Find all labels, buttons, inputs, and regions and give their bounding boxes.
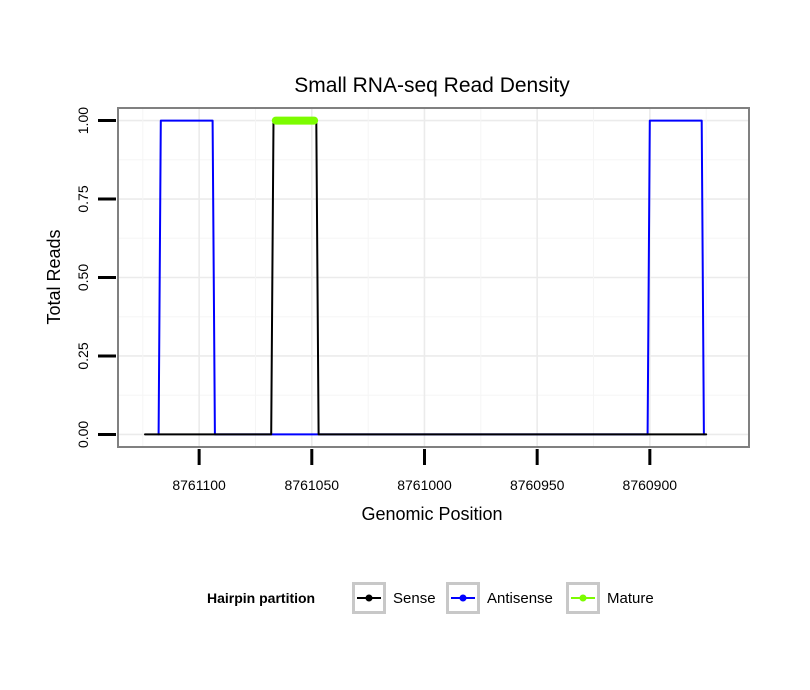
x-tick-label: 8760900 — [623, 477, 678, 493]
y-tick-label: 0.75 — [75, 185, 91, 212]
legend-label: Antisense — [487, 590, 553, 607]
plot-border — [117, 107, 750, 448]
y-tick-label: 0.00 — [75, 421, 91, 448]
x-tick-label: 8761100 — [172, 477, 226, 493]
x-tick-label: 8760950 — [510, 477, 565, 493]
legend-item-antisense: Antisense — [446, 582, 553, 614]
chart-title: Small RNA-seq Read Density — [294, 74, 570, 97]
x-axis-label: Genomic Position — [361, 504, 502, 524]
grid — [118, 108, 749, 447]
legend-label: Mature — [607, 590, 654, 607]
y-tick-label: 1.00 — [75, 107, 91, 134]
y-tick-label: 0.25 — [75, 342, 91, 369]
legend-label: Sense — [393, 590, 436, 607]
x-tick-label: 8761000 — [397, 477, 452, 493]
legend-title: Hairpin partition — [207, 590, 315, 606]
legend: Hairpin partition Sense Antisense Mature — [207, 582, 654, 614]
legend-key-point — [459, 594, 467, 602]
legend-key-point — [365, 594, 373, 602]
axes: 0.00 0.25 0.50 0.75 1.00 8761100 8761050 876100… — [75, 107, 677, 493]
legend-item-mature: Mature — [566, 582, 654, 614]
y-tick-label: 0.50 — [75, 264, 91, 291]
y-axis-label: Total Reads — [44, 229, 64, 324]
x-tick-label: 8761050 — [285, 477, 340, 493]
series-line-antisense — [157, 119, 705, 436]
legend-item-sense: Sense — [352, 582, 436, 614]
legend-key-point — [579, 594, 587, 602]
series-layer — [144, 116, 708, 436]
